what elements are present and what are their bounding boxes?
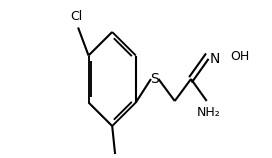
Text: NH₂: NH₂	[197, 106, 220, 119]
Text: Cl: Cl	[70, 9, 82, 22]
Text: OH: OH	[230, 51, 249, 64]
Text: N: N	[210, 52, 220, 66]
Text: S: S	[150, 72, 159, 86]
